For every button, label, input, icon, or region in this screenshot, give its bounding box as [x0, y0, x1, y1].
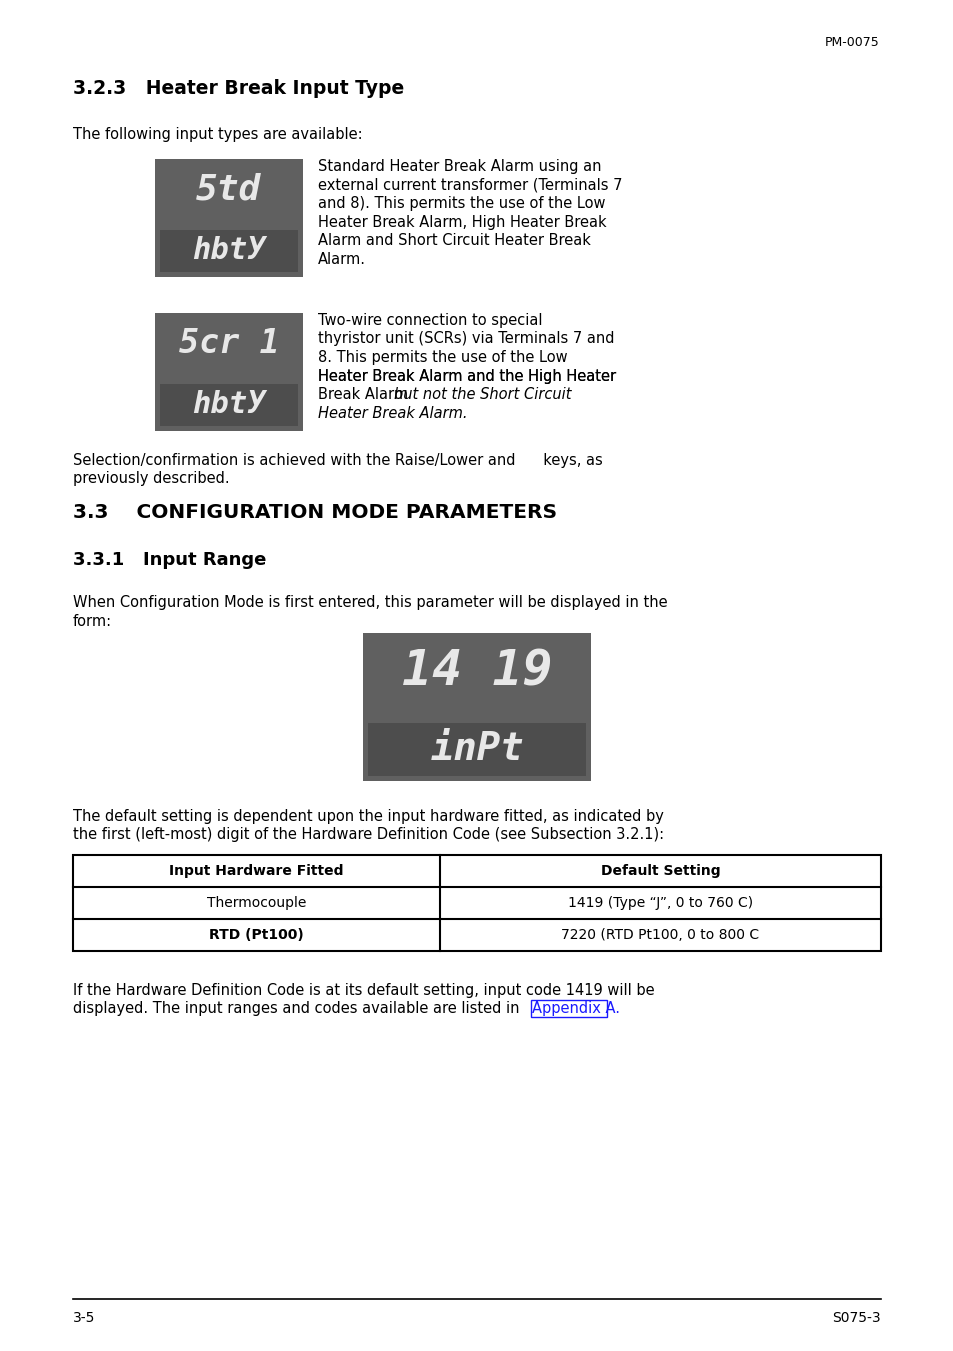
Bar — [531, 1000, 606, 1016]
Text: The following input types are available:: The following input types are available: — [73, 127, 362, 142]
Text: Input Hardware Fitted: Input Hardware Fitted — [169, 865, 343, 878]
Text: 1419 (Type “J”, 0 to 760 C): 1419 (Type “J”, 0 to 760 C) — [567, 896, 752, 911]
Bar — [368, 723, 585, 775]
Text: 3.2.3   Heater Break Input Type: 3.2.3 Heater Break Input Type — [73, 78, 404, 99]
Text: Thermocouple: Thermocouple — [207, 896, 306, 911]
Text: Alarm.: Alarm. — [317, 251, 366, 266]
Text: Default Setting: Default Setting — [600, 865, 720, 878]
Text: Heater Break Alarm and the High Heater: Heater Break Alarm and the High Heater — [317, 369, 616, 384]
Text: Break Alarm: Break Alarm — [317, 386, 413, 403]
Text: 8. This permits the use of the Low: 8. This permits the use of the Low — [317, 350, 567, 365]
Text: Appendix A.: Appendix A. — [532, 1001, 619, 1016]
Bar — [154, 313, 303, 431]
Text: form:: form: — [73, 613, 112, 628]
Text: S075-3: S075-3 — [832, 1310, 880, 1325]
Bar — [73, 855, 880, 951]
Text: Heater Break Alarm.: Heater Break Alarm. — [317, 405, 467, 420]
Text: 7220 (RTD Pt100, 0 to 800 C: 7220 (RTD Pt100, 0 to 800 C — [561, 928, 759, 942]
Bar — [154, 159, 303, 277]
Text: hbtУ: hbtУ — [193, 390, 266, 419]
Text: thyristor unit (SCRs) via Terminals 7 and: thyristor unit (SCRs) via Terminals 7 an… — [317, 331, 614, 346]
Text: The default setting is dependent upon the input hardware fitted, as indicated by: The default setting is dependent upon th… — [73, 809, 663, 824]
Text: 3.3.1   Input Range: 3.3.1 Input Range — [73, 551, 266, 569]
Text: Two-wire connection to special: Two-wire connection to special — [317, 313, 542, 328]
Text: previously described.: previously described. — [73, 471, 230, 486]
Text: Selection/confirmation is achieved with the Raise/Lower and      keys, as: Selection/confirmation is achieved with … — [73, 453, 602, 467]
Text: 5td: 5td — [196, 173, 261, 207]
Text: inPt: inPt — [430, 731, 523, 769]
Text: Heater Break Alarm and the High Heater: Heater Break Alarm and the High Heater — [317, 369, 616, 384]
Text: Heater Break Alarm, High Heater Break: Heater Break Alarm, High Heater Break — [317, 215, 606, 230]
Text: but not the Short Circuit: but not the Short Circuit — [394, 386, 571, 403]
Text: the first (left-most) digit of the Hardware Definition Code (see Subsection 3.2.: the first (left-most) digit of the Hardw… — [73, 828, 663, 843]
Text: external current transformer (Terminals 7: external current transformer (Terminals … — [317, 177, 622, 192]
Text: 5cr 1: 5cr 1 — [178, 327, 279, 361]
Text: RTD (Pt100): RTD (Pt100) — [209, 928, 304, 942]
Text: Standard Heater Break Alarm using an: Standard Heater Break Alarm using an — [317, 159, 601, 174]
Text: 3-5: 3-5 — [73, 1310, 95, 1325]
Text: 3.3    CONFIGURATION MODE PARAMETERS: 3.3 CONFIGURATION MODE PARAMETERS — [73, 503, 557, 521]
Bar — [160, 230, 297, 272]
Text: Alarm and Short Circuit Heater Break: Alarm and Short Circuit Heater Break — [317, 232, 590, 249]
Text: PM-0075: PM-0075 — [824, 36, 879, 49]
Text: 14 19: 14 19 — [401, 647, 552, 696]
Text: If the Hardware Definition Code is at its default setting, input code 1419 will : If the Hardware Definition Code is at it… — [73, 984, 654, 998]
Bar — [160, 384, 297, 426]
Bar — [363, 634, 590, 781]
Text: When Configuration Mode is first entered, this parameter will be displayed in th: When Configuration Mode is first entered… — [73, 594, 667, 611]
Text: displayed. The input ranges and codes available are listed in: displayed. The input ranges and codes av… — [73, 1001, 523, 1016]
Text: hbtУ: hbtУ — [193, 236, 266, 265]
Text: and 8). This permits the use of the Low: and 8). This permits the use of the Low — [317, 196, 605, 211]
